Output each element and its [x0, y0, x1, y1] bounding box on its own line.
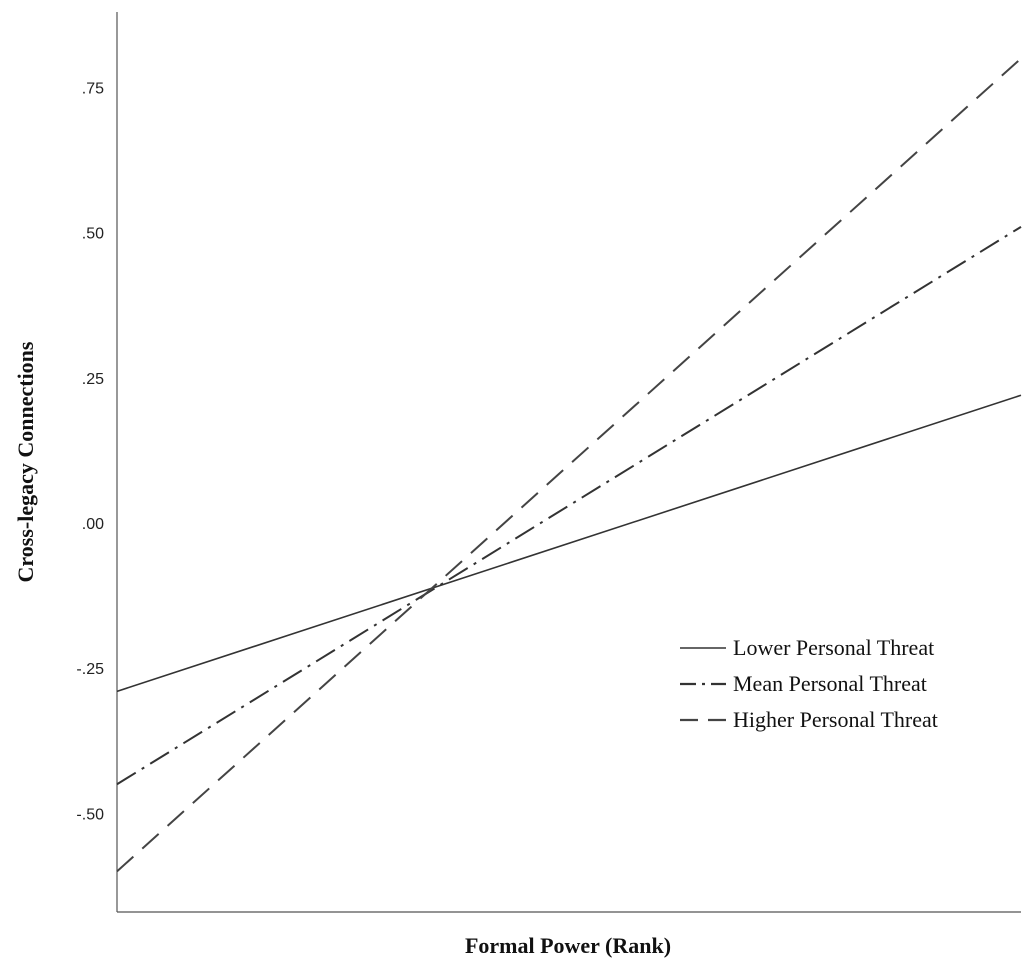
series-group [116, 57, 1022, 873]
legend-label: Mean Personal Threat [733, 671, 927, 696]
y-tick-group: -.50 -.25 .00 .25 .50 .75 [76, 80, 104, 823]
y-tick-label: -.25 [76, 661, 104, 678]
y-tick-label: .00 [82, 516, 104, 533]
y-tick-label: .50 [82, 226, 104, 243]
y-tick-label: .75 [82, 80, 104, 97]
y-tick-label: .25 [82, 371, 104, 388]
legend-label: Lower Personal Threat [733, 635, 934, 660]
x-axis-title: Formal Power (Rank) [465, 933, 671, 958]
legend-label: Higher Personal Threat [733, 707, 938, 732]
legend: Lower Personal Threat Mean Personal Threa… [680, 635, 938, 732]
axes [116, 12, 1021, 913]
series-line-mean-personal-threat [116, 225, 1022, 786]
series-line-higher-personal-threat [116, 57, 1022, 873]
y-tick-label: -.50 [76, 806, 104, 823]
y-axis-title: Cross-legacy Connections [13, 341, 38, 582]
series-line-lower-personal-threat [116, 394, 1022, 693]
